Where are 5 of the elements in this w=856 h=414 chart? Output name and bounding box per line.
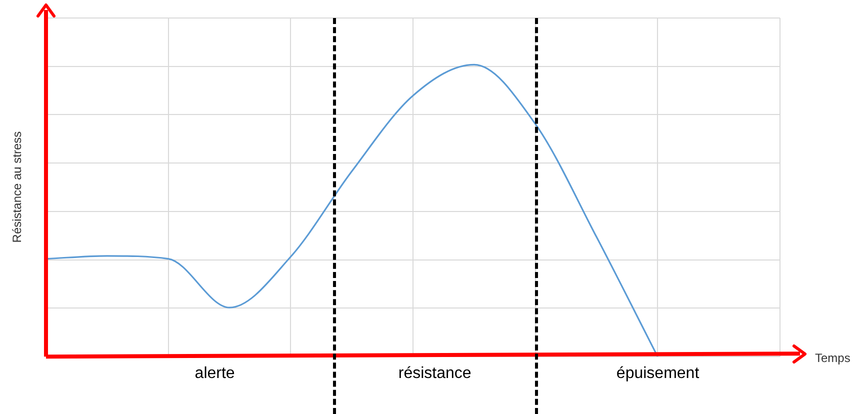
text: alerte bbox=[194, 364, 235, 383]
x-axis-title: Temps bbox=[815, 350, 850, 365]
text: épuisement bbox=[616, 364, 700, 383]
y-axis-title: Résistance au stress bbox=[10, 132, 24, 243]
text: résistance bbox=[398, 364, 472, 383]
